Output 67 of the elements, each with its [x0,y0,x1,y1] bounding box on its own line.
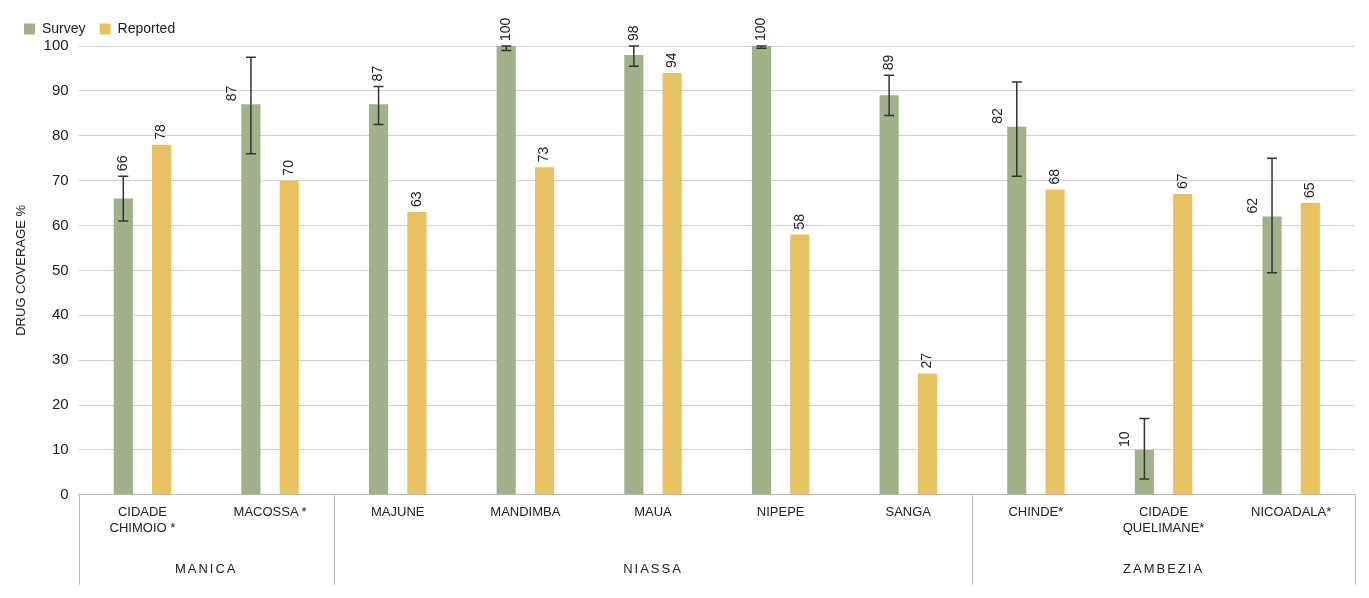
data-label: 10 [1116,431,1133,447]
data-label: 65 [1301,182,1318,199]
text: MANICA [174,561,238,577]
y-tick-label: 0 [60,484,69,502]
y-tick-label: 60 [51,215,69,233]
y-tick-label: 20 [51,395,69,413]
data-label: 78 [152,123,169,140]
text: NIASSA [623,561,683,577]
text: ZAMBEZIA [1123,561,1205,577]
bar [279,180,299,495]
y-tick-label: 90 [51,81,69,99]
bar [369,104,389,495]
bar [152,144,172,495]
x-tick-label: MANDIMBA [490,504,561,520]
bar [1300,203,1320,495]
data-label: 98 [624,25,641,41]
data-label: 66 [114,155,131,172]
bar [1007,126,1027,495]
bar [1173,194,1193,495]
y-tick-label: 80 [51,125,69,143]
data-label: 62 [1243,197,1260,214]
data-label: 58 [790,213,807,230]
y-tick-label: 10 [51,440,69,458]
data-label: 68 [1045,168,1062,185]
bar [624,54,644,495]
data-label: 87 [369,65,386,82]
x-tick-label: NICOADALA* [1251,504,1332,520]
bar [534,167,555,495]
bar [1045,189,1065,495]
data-label: 87 [222,85,239,102]
y-tick-label: 100 [43,36,69,54]
bar [241,104,261,495]
x-tick-label: MAUA [634,504,673,520]
x-tick-label: MACOSSA * [233,504,307,520]
data-label: 100 [752,17,769,41]
y-tick-label: 30 [51,350,69,368]
bar [751,46,772,495]
data-label: 73 [535,146,552,163]
data-label: 67 [1173,173,1190,190]
data-label: 94 [663,52,679,68]
y-tick-label: 50 [51,260,69,278]
x-tick-label: CHINDE* [1008,504,1064,520]
y-tick-label: 70 [51,170,69,188]
bar [1262,216,1282,495]
bar [879,95,899,495]
x-tick-label: CIDADE CHIMOIO * [109,504,176,535]
legend-label: Reported [117,19,176,36]
legend-label: Survey [42,19,86,36]
bar [790,234,810,495]
bar [662,72,682,495]
x-tick-label: CIDADE QUELIMANE* [1122,504,1205,535]
y-axis-title: DRUG COVERAGE % [13,204,29,336]
data-label: 100 [497,17,514,41]
x-tick-label: NIPEPE [756,504,805,520]
data-label: 63 [407,191,424,208]
x-tick-label: MAJUNE [370,504,425,520]
x-tick-label: SANGA [885,504,932,520]
y-tick-label: 40 [51,305,69,323]
data-label: 82 [988,108,1005,124]
bar [496,46,516,495]
bar [1134,449,1154,495]
bar [407,212,427,495]
data-label: 70 [280,159,297,176]
bar [113,198,133,495]
data-label: 27 [918,352,935,369]
data-label: 89 [879,54,896,71]
bar [917,373,937,495]
